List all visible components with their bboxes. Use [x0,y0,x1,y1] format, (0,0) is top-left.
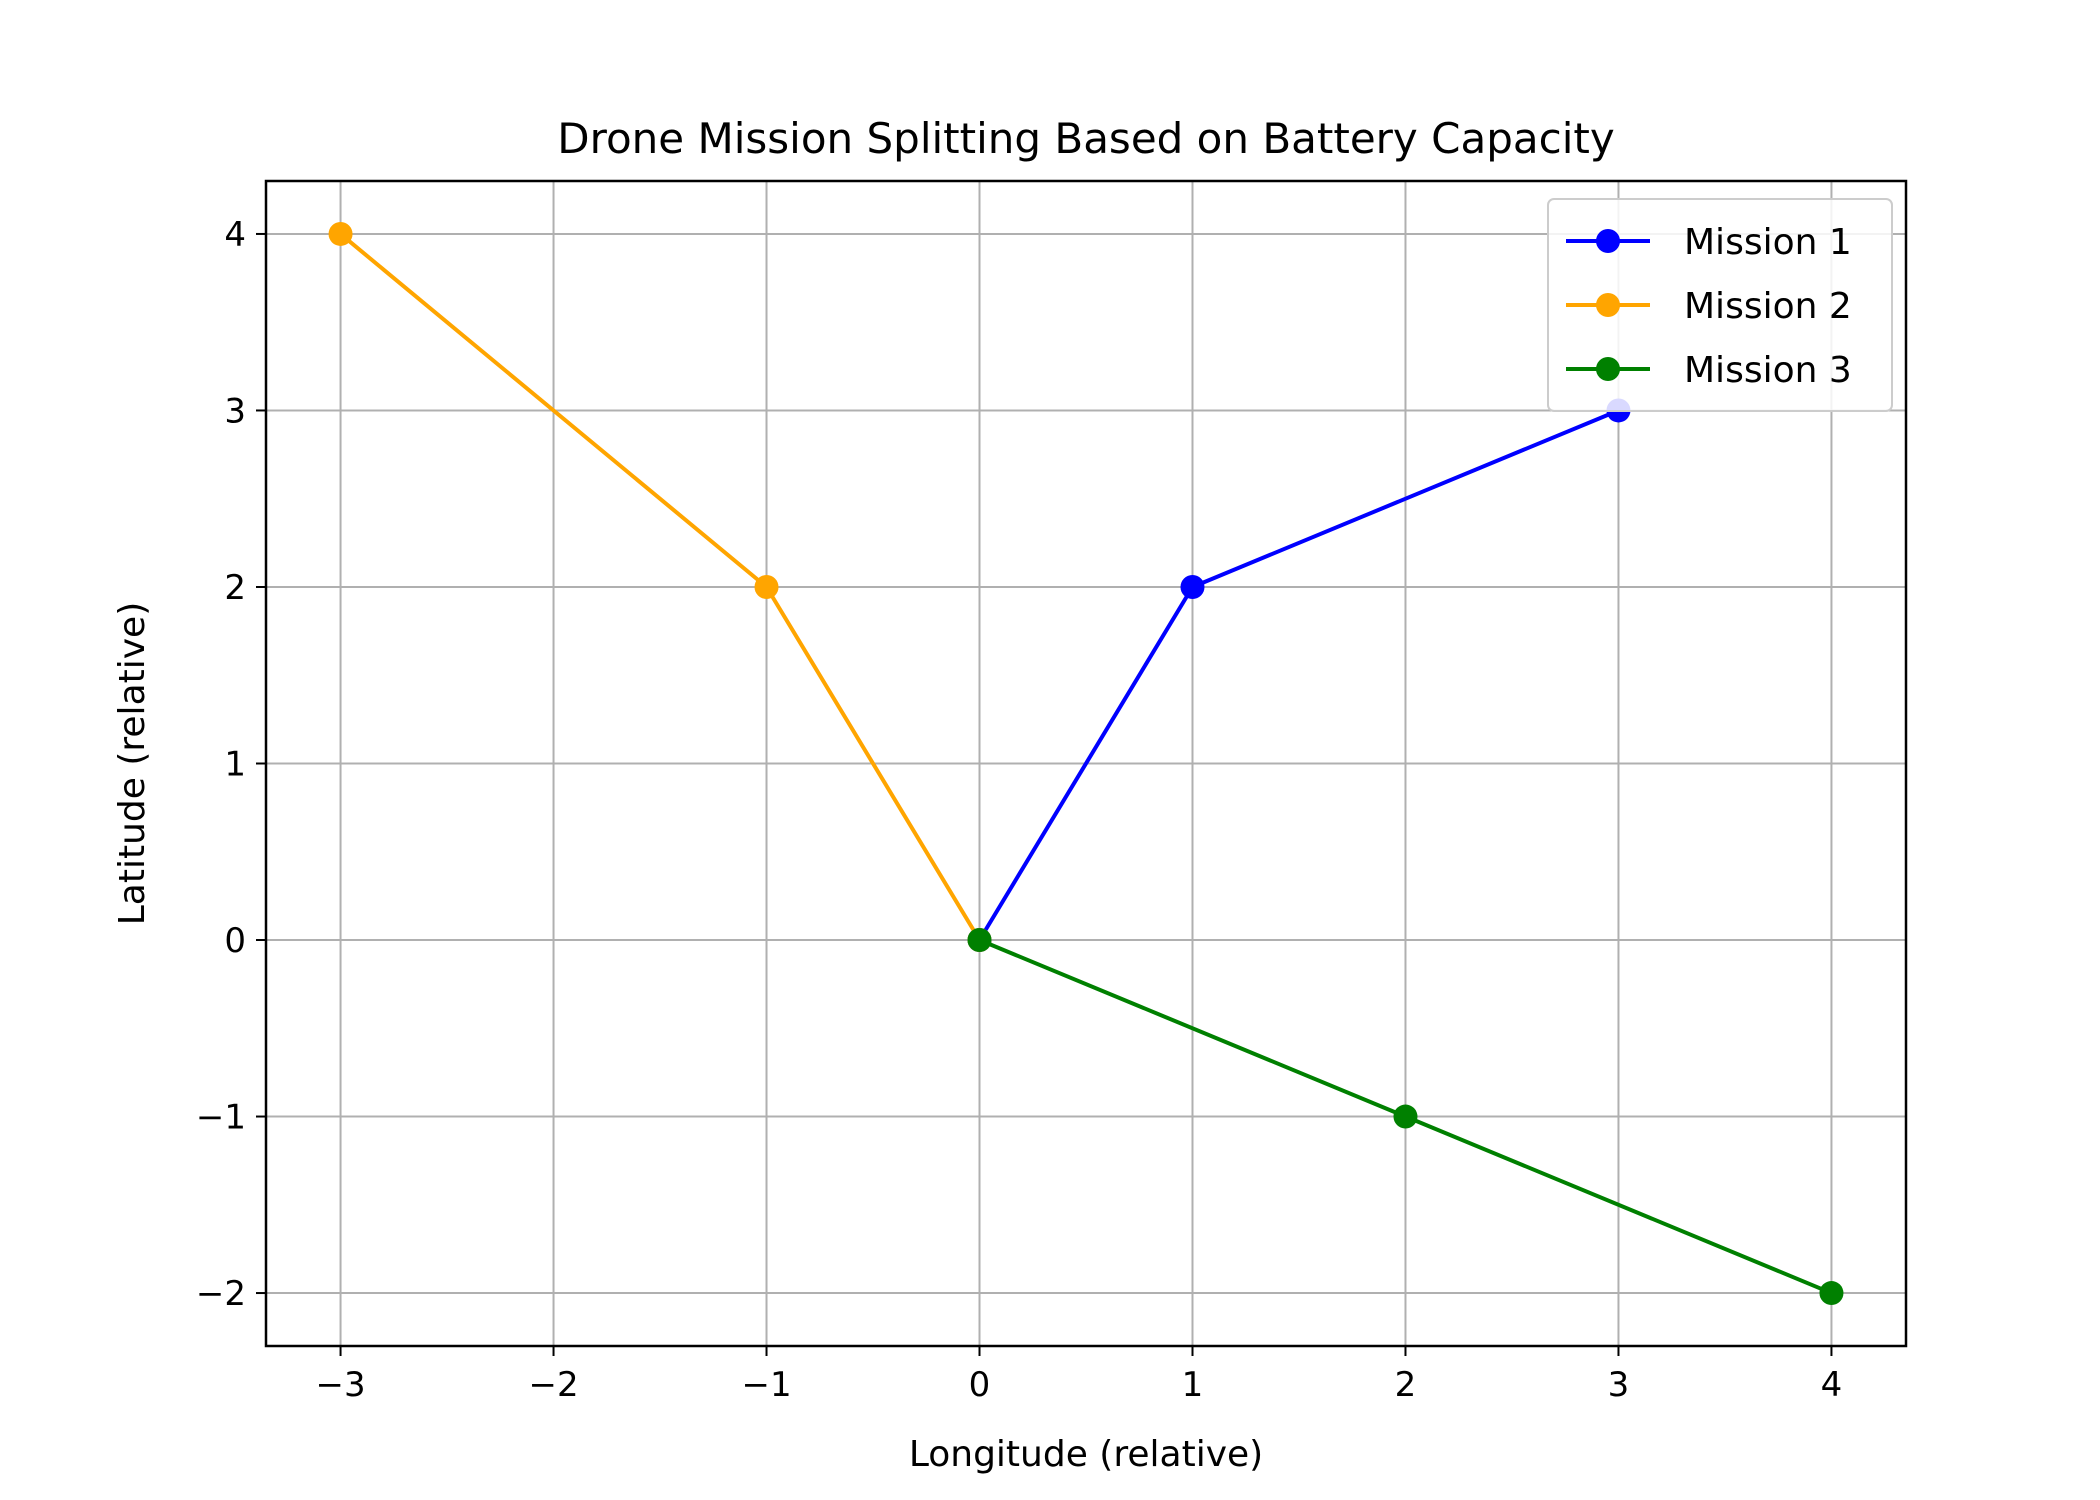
data-point [1393,1104,1418,1129]
x-axis-label: Longitude (relative) [909,1434,1263,1475]
y-tick-label: −1 [196,1098,246,1138]
data-point [967,928,992,953]
x-tick-label: 2 [1395,1365,1417,1405]
x-tick-label: 3 [1608,1365,1630,1405]
y-tick-label: 1 [224,745,246,785]
legend-item: Mission 3 [1566,350,1852,391]
data-point [754,574,779,599]
x-tick-label: 1 [1182,1365,1204,1405]
y-tick-label: 0 [224,921,246,961]
x-tick-label: 0 [969,1365,991,1405]
data-point [1180,574,1205,599]
data-point [328,221,353,246]
chart-title: Drone Mission Splitting Based on Battery… [557,114,1614,163]
y-tick-label: −2 [196,1274,246,1314]
y-axis-label: Latitude (relative) [112,602,153,926]
x-tick-label: −2 [528,1365,578,1405]
x-tick-label: −3 [315,1365,365,1405]
legend-item: Mission 1 [1566,222,1852,263]
legend-item: Mission 2 [1566,286,1852,327]
data-point [1819,1281,1844,1306]
legend-box [1547,198,1893,412]
y-tick-label: 3 [224,391,246,431]
legend-marker [1596,229,1620,253]
series-3 [967,928,1844,1306]
legend-marker [1596,293,1620,317]
legend: Mission 1 Mission 2 Mission 3 [1547,198,1893,412]
x-tick-label: −1 [741,1365,791,1405]
y-tick-label: 2 [224,568,246,608]
legend-label: Mission 1 [1684,222,1852,263]
ticks: −3 −2 −1 0 1 2 3 4 −2 −1 0 1 2 3 4 [196,215,1842,1405]
legend-label: Mission 2 [1684,286,1852,327]
legend-label: Mission 3 [1684,350,1852,391]
x-tick-label: 4 [1821,1365,1843,1405]
y-tick-label: 4 [224,215,246,255]
legend-marker [1596,357,1620,381]
